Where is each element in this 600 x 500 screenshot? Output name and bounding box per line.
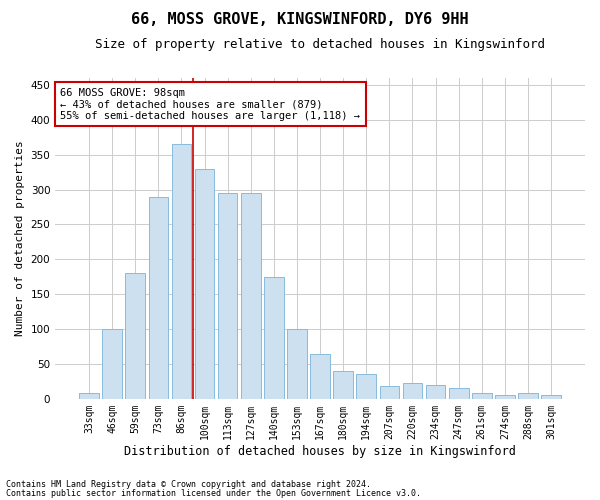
Bar bbox=[149, 196, 168, 399]
Bar bbox=[449, 388, 469, 399]
Text: Contains HM Land Registry data © Crown copyright and database right 2024.: Contains HM Land Registry data © Crown c… bbox=[6, 480, 371, 489]
Bar bbox=[218, 193, 238, 399]
Y-axis label: Number of detached properties: Number of detached properties bbox=[15, 140, 25, 336]
Bar bbox=[310, 354, 330, 399]
Bar bbox=[334, 371, 353, 399]
Bar bbox=[403, 384, 422, 399]
Bar bbox=[264, 277, 284, 399]
Bar bbox=[241, 193, 260, 399]
Text: 66, MOSS GROVE, KINGSWINFORD, DY6 9HH: 66, MOSS GROVE, KINGSWINFORD, DY6 9HH bbox=[131, 12, 469, 28]
Title: Size of property relative to detached houses in Kingswinford: Size of property relative to detached ho… bbox=[95, 38, 545, 51]
Bar bbox=[541, 396, 561, 399]
Bar bbox=[195, 168, 214, 399]
Bar bbox=[495, 396, 515, 399]
Text: 66 MOSS GROVE: 98sqm
← 43% of detached houses are smaller (879)
55% of semi-deta: 66 MOSS GROVE: 98sqm ← 43% of detached h… bbox=[61, 88, 361, 121]
Bar bbox=[287, 329, 307, 399]
Bar bbox=[125, 274, 145, 399]
Bar bbox=[472, 394, 491, 399]
Bar bbox=[518, 394, 538, 399]
Bar bbox=[172, 144, 191, 399]
X-axis label: Distribution of detached houses by size in Kingswinford: Distribution of detached houses by size … bbox=[124, 444, 516, 458]
Text: Contains public sector information licensed under the Open Government Licence v3: Contains public sector information licen… bbox=[6, 489, 421, 498]
Bar bbox=[380, 386, 399, 399]
Bar bbox=[103, 329, 122, 399]
Bar bbox=[426, 385, 445, 399]
Bar bbox=[356, 374, 376, 399]
Bar bbox=[79, 394, 99, 399]
